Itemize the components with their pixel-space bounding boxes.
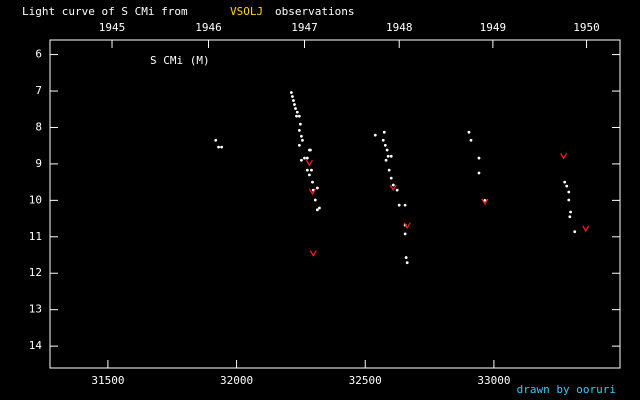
observation (295, 114, 298, 118)
chart-title-end: observations (275, 5, 354, 18)
observation (386, 154, 390, 158)
observation (567, 190, 571, 194)
observation (307, 173, 311, 177)
y-tick-label: 9 (35, 157, 42, 170)
observation (385, 148, 389, 152)
observation (567, 198, 571, 202)
observation (469, 138, 473, 142)
observation (477, 171, 481, 175)
observation (297, 114, 301, 118)
observation (373, 133, 377, 137)
star-label: S CMi (M) (150, 54, 210, 67)
observation (297, 143, 301, 147)
observation (300, 134, 303, 138)
y-tick-label: 14 (29, 339, 43, 352)
observation (293, 103, 296, 106)
observation (318, 206, 321, 210)
observation (289, 91, 293, 94)
observation (403, 232, 407, 236)
credit: drawn by ooruri (517, 383, 616, 396)
x2-tick-label: 1949 (480, 21, 507, 34)
x2-tick-label: 1946 (195, 21, 222, 34)
observation (389, 154, 393, 158)
observation (477, 156, 481, 160)
observation (298, 122, 302, 126)
fainter-than (582, 225, 590, 232)
observation (220, 145, 224, 149)
observation (467, 130, 471, 134)
y-tick-label: 11 (29, 230, 42, 243)
observation (391, 183, 395, 187)
observation (568, 215, 572, 219)
observation (300, 158, 303, 162)
observation (303, 156, 306, 160)
fainter-than (560, 152, 568, 160)
observation (382, 130, 386, 134)
observation (563, 180, 567, 184)
x-tick-label: 33000 (477, 374, 510, 387)
observation (214, 138, 218, 142)
fainter-than (309, 250, 317, 257)
x2-tick-label: 1947 (291, 21, 318, 34)
observation (395, 188, 399, 192)
observation (305, 168, 309, 172)
x-tick-label: 32500 (349, 374, 382, 387)
chart-source: VSOLJ (230, 5, 263, 18)
observation (310, 168, 313, 172)
observation (217, 145, 220, 149)
observation (315, 186, 319, 190)
observation (569, 210, 572, 214)
observation (292, 99, 295, 102)
observation (294, 107, 297, 110)
observation (297, 128, 301, 132)
observation (565, 184, 569, 188)
fainter-than (403, 222, 411, 230)
y-tick-label: 8 (35, 120, 42, 133)
x2-tick-label: 1948 (386, 21, 413, 34)
observation (404, 256, 408, 259)
observation (305, 156, 309, 160)
y-tick-label: 12 (29, 266, 42, 279)
observation (405, 261, 409, 265)
plot-frame (49, 39, 621, 369)
y-tick-label: 10 (29, 193, 42, 206)
y-tick-label: 6 (35, 48, 42, 61)
chart-title: Light curve of S CMi from (22, 5, 188, 18)
observation (301, 138, 304, 142)
y-tick-label: 7 (35, 84, 42, 97)
observation (483, 198, 487, 202)
observation (383, 143, 387, 147)
y-tick-label: 13 (29, 303, 42, 316)
fainter-than (481, 198, 489, 205)
observation (313, 198, 317, 202)
fainter-than (305, 159, 313, 167)
fainter-than (389, 184, 397, 192)
x2-tick-label: 1950 (573, 21, 600, 34)
x-tick-label: 32000 (220, 374, 253, 387)
observation (397, 203, 401, 207)
observation (311, 180, 314, 184)
x2-tick-label: 1945 (99, 21, 126, 34)
fainter-than (308, 188, 316, 196)
x-tick-label: 31500 (91, 374, 124, 387)
observation (573, 230, 577, 234)
observation (384, 158, 388, 162)
observation (381, 138, 385, 142)
observation (387, 168, 391, 172)
observation (315, 208, 319, 212)
observation (295, 110, 299, 114)
observation (403, 203, 407, 207)
observation (291, 95, 294, 98)
observation (389, 176, 393, 180)
observation (307, 148, 311, 152)
